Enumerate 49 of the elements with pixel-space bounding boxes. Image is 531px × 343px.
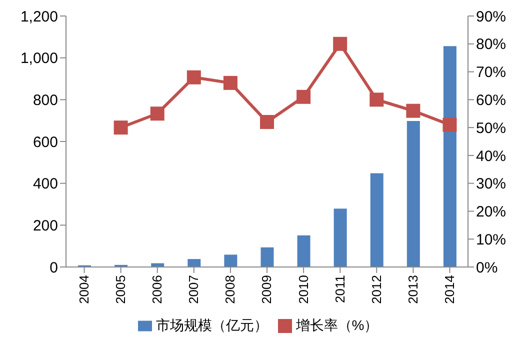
x-tick-label: 2014: [442, 275, 457, 304]
x-tick-label: 2010: [296, 275, 311, 304]
y-tick-label: 1,200: [20, 8, 58, 26]
bar: [334, 208, 347, 267]
y2-tick-label: 10%: [476, 231, 506, 248]
x-tick-label: 2012: [368, 275, 384, 304]
y2-tick-label: 50%: [476, 120, 506, 137]
point: [260, 114, 274, 129]
point: [333, 36, 348, 51]
y2-tick-label: 80%: [476, 36, 506, 54]
x-tick-label: 2007: [186, 275, 202, 304]
point: [296, 90, 311, 104]
y-tick-label: 400: [32, 176, 58, 193]
point: [406, 104, 420, 118]
y2-tick-label: 70%: [476, 64, 506, 82]
bar: [297, 235, 310, 267]
bar: [151, 263, 164, 267]
y-tick-label: 0: [50, 259, 58, 276]
legend-label: 市场规模（亿元）: [156, 317, 268, 333]
bar: [370, 173, 384, 267]
y2-tick-label: 40%: [476, 148, 506, 165]
y2-tick-label: 0%: [476, 259, 498, 276]
point: [150, 106, 164, 121]
x-tick-label: 2009: [259, 275, 274, 304]
bar: [406, 121, 420, 267]
x-tick-label: 2006: [150, 275, 165, 304]
point: [186, 70, 201, 84]
y2-tick-label: 60%: [476, 92, 506, 109]
y2-tick-label: 90%: [476, 8, 506, 26]
y-tick-label: 200: [32, 217, 58, 234]
bar: [224, 254, 238, 267]
point: [442, 118, 457, 132]
point: [223, 76, 238, 90]
x-tick-label: 2011: [332, 275, 348, 303]
x-tick-label: 2013: [405, 275, 420, 304]
y2-tick-label: 20%: [476, 204, 506, 221]
point: [370, 92, 384, 107]
legend-label: 增长率（%）: [296, 317, 378, 333]
y-tick-label: 1,000: [20, 50, 58, 68]
x-tick-label: 2005: [113, 275, 128, 304]
point: [114, 120, 128, 135]
y-tick-label: 800: [32, 92, 58, 109]
y-tick-label: 600: [32, 134, 58, 151]
bar: [260, 247, 274, 267]
x-tick-label: 2004: [76, 275, 92, 304]
bar: [443, 46, 456, 267]
y2-tick-label: 30%: [476, 176, 506, 193]
x-tick-label: 2008: [222, 275, 238, 304]
bar: [188, 259, 201, 267]
